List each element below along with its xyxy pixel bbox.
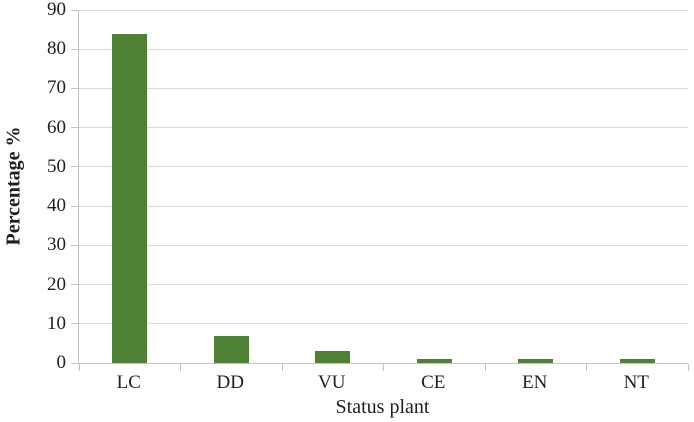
y-axis-tick — [71, 48, 78, 50]
y-tick-label-40: 40 — [47, 195, 66, 217]
y-tick-label-60: 60 — [47, 116, 66, 138]
gridline-y-70 — [79, 87, 688, 89]
y-axis-tick — [71, 9, 78, 11]
y-axis-tick — [71, 362, 78, 364]
x-tick-label-NT: NT — [623, 372, 649, 393]
y-axis-tick — [71, 205, 78, 207]
x-axis-title: Status plant — [335, 396, 430, 418]
gridline-y-30 — [79, 244, 688, 246]
x-tick-label-EN: EN — [522, 372, 548, 393]
y-axis-tick — [71, 284, 78, 286]
y-axis-tick — [71, 87, 78, 89]
gridline-y-20 — [79, 284, 688, 286]
x-axis-tick — [180, 364, 181, 371]
y-axis-tick — [71, 127, 78, 129]
x-axis-tick — [687, 364, 689, 371]
y-tick-label-20: 20 — [47, 273, 66, 295]
y-axis-tick — [71, 323, 78, 325]
x-tick-label-CE: CE — [421, 372, 446, 393]
y-tick-label-90: 90 — [47, 0, 66, 20]
x-axis-tick — [484, 364, 486, 371]
x-axis-tick — [78, 364, 80, 371]
x-axis-tick — [281, 364, 283, 371]
bar-EN — [518, 359, 554, 363]
bar-NT — [619, 359, 655, 363]
y-tick-label-70: 70 — [47, 77, 66, 99]
x-tick-label-VU: VU — [318, 372, 346, 393]
gridline-y-60 — [79, 127, 688, 129]
gridline-y-10 — [79, 323, 688, 325]
bar-LC — [112, 33, 148, 363]
bar-VU — [315, 351, 351, 363]
y-tick-label-80: 80 — [47, 38, 66, 60]
gridline-y-50 — [79, 166, 688, 168]
gridline-y-90 — [79, 9, 688, 11]
y-tick-label-10: 10 — [47, 312, 66, 334]
x-tick-label-LC: LC — [116, 372, 141, 393]
bar-CE — [416, 359, 452, 363]
plot-area — [71, 9, 689, 371]
x-axis-tick — [586, 364, 587, 371]
y-tick-label-50: 50 — [47, 155, 66, 177]
x-axis-tick — [383, 364, 384, 371]
y-tick-label-30: 30 — [47, 234, 66, 256]
y-axis-title: Percentage % — [2, 126, 25, 246]
bar-DD — [213, 335, 249, 363]
gridline-y-80 — [79, 48, 688, 50]
y-tick-label-0: 0 — [56, 352, 67, 373]
y-axis-tick — [71, 166, 78, 168]
y-axis-tick — [71, 244, 78, 246]
gridline-y-40 — [79, 205, 688, 207]
x-tick-label-DD: DD — [216, 372, 244, 393]
